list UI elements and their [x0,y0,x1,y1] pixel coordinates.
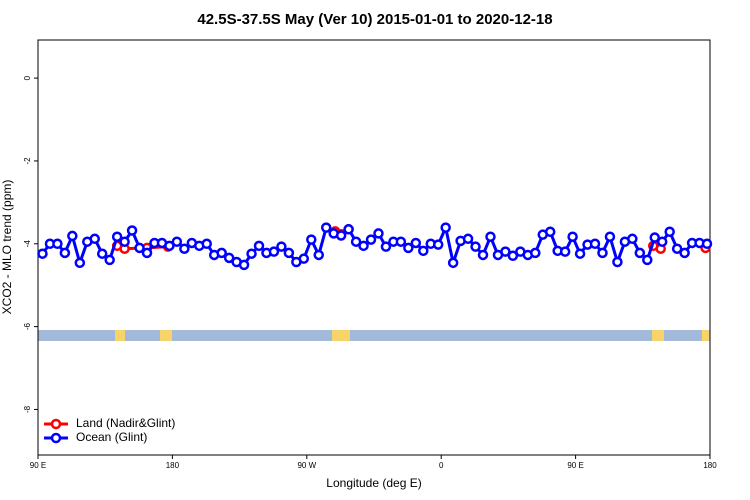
x-tick-label: 90 W [297,461,316,470]
point [298,253,310,264]
y-tick-label: 0 [23,75,32,80]
point [373,228,384,239]
point [544,226,556,238]
legend: Land (Nadir&Glint)Ocean (Glint) [40,415,190,449]
point [410,237,422,249]
point [485,231,496,242]
legend-marker [50,418,62,430]
point [37,248,48,259]
point [701,238,713,250]
point [597,247,608,259]
point [343,224,354,235]
point [358,240,369,252]
point [268,246,280,257]
ocean-band [38,330,710,341]
point [52,238,63,250]
point [96,248,108,259]
x-tick-label: 180 [703,461,717,470]
point [335,230,347,241]
point [462,233,474,245]
point [589,238,601,250]
legend-label: Land (Nadir&Glint) [76,416,175,430]
point [201,238,212,250]
point [574,248,586,259]
point [67,230,78,242]
land-patch [115,330,125,341]
point [671,243,683,254]
point [111,231,123,242]
point [89,233,100,245]
point [283,247,295,259]
point [634,247,646,259]
point [365,234,377,245]
point [74,257,86,269]
point [395,236,407,247]
y-tick-label: -4 [23,240,32,248]
point [119,236,130,247]
point [216,247,227,259]
point [313,249,324,261]
point [306,234,317,245]
point [530,247,541,259]
legend-marker [50,432,62,444]
point [567,231,578,242]
point [447,257,459,269]
point [380,241,392,252]
point [418,245,429,257]
legend-label: Ocean (Glint) [76,430,147,444]
point [171,236,183,247]
point [403,242,414,254]
point [350,236,362,247]
point [126,225,138,236]
point [432,239,444,250]
point [477,249,489,261]
y-tick-label: -6 [23,323,32,331]
point [627,233,638,245]
land-patch [160,330,172,341]
point [223,252,235,264]
point [500,246,511,257]
x-tick-label: 180 [166,461,180,470]
point [253,240,265,252]
x-axis-label: Longitude (deg E) [326,476,421,490]
x-tick-label: 0 [439,461,444,470]
point [246,248,257,259]
point [440,222,451,233]
point [164,240,175,252]
point [179,243,190,254]
point [320,222,332,233]
land-patch [702,330,710,341]
point [612,256,623,268]
point [134,242,145,254]
point [470,241,481,252]
land-patch [332,330,350,341]
legend-box [40,415,190,449]
chart-title: 42.5S-37.5S May (Ver 10) 2015-01-01 to 2… [197,11,552,28]
y-axis-label: XCO2 - MLO trend (ppm) [0,180,14,315]
point [656,236,668,247]
y-tick-label: -8 [23,405,32,413]
x-tick-label: 90 E [567,461,583,470]
y-tick-label: -2 [23,157,32,165]
point [604,231,616,242]
point [59,247,71,259]
surface-mask [38,330,710,341]
point [642,254,653,266]
point [276,241,287,252]
point [559,246,571,257]
point [679,247,690,259]
point [238,259,250,271]
land-patch [652,330,664,341]
point [664,226,675,238]
point [141,247,153,259]
x-tick-label: 90 E [30,461,46,470]
point [649,232,660,243]
point [507,250,519,262]
point [104,254,115,266]
